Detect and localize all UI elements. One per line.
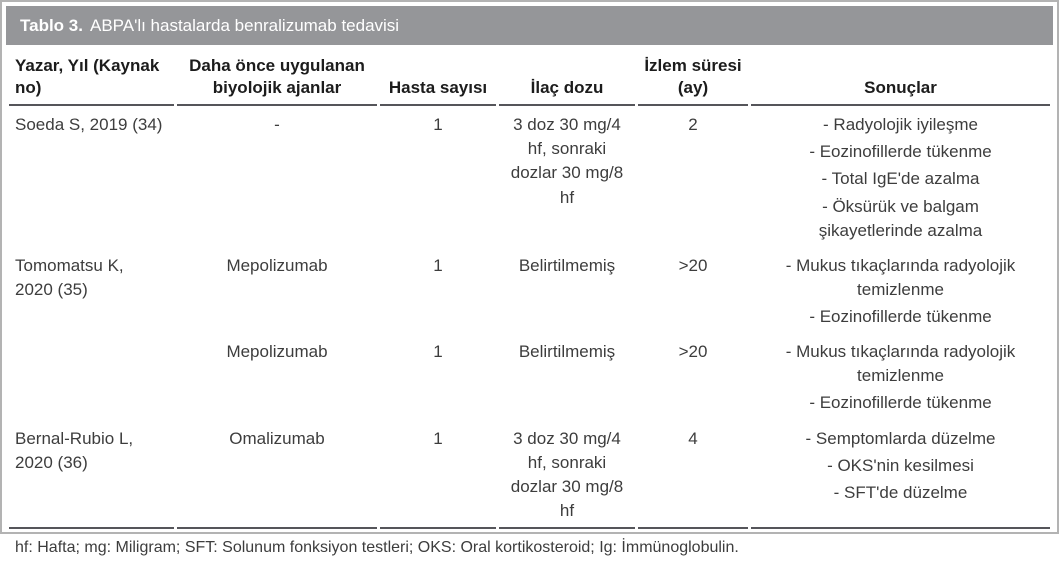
col-header-results: Sonuçlar [751,47,1050,107]
author-cell [9,333,174,419]
col-header-follow-up: İzlem süresi (ay) [638,47,748,107]
result-item: - Eozinofillerde tükenme [809,393,992,413]
result-item: - Semptomlarda düzelme [805,428,996,448]
dose-cell: Belirtilmemiş [518,255,616,275]
follow-up-cell: >20 [678,255,708,275]
patient-count-cell: 1 [433,255,443,275]
patient-count-cell: 1 [433,342,443,362]
table-row: Tomomatsu K, 2020 (35) Mepolizumab 1 Bel… [9,247,1050,333]
table-row: Soeda S, 2019 (34) - 1 3 doz 30 mg/4 hf,… [9,106,1050,247]
results-cell: - Mukus tıkaçlarında radyolojik temizlen… [751,247,1050,333]
header-row: Yazar, Yıl (Kaynak no) Daha önce uygulan… [9,47,1050,107]
author-cell: Soeda S, 2019 (34) [15,115,163,135]
follow-up-cell: 4 [638,420,748,530]
result-item: - Öksürük ve balgam şikayetlerinde azalm… [818,196,983,240]
table-row: Mepolizumab 1 Belirtilmemiş >20 - Mukus … [9,333,1050,419]
col-header-dose: İlaç dozu [499,47,635,107]
col-header-author: Yazar, Yıl (Kaynak no) [9,47,174,107]
result-item: - Total IgE'de azalma [821,169,980,189]
result-item: - OKS'nin kesilmesi [827,455,974,475]
footnote: hf: Hafta; mg: Miligram; SFT: Solunum fo… [15,539,739,557]
patient-count-cell: 1 [433,115,443,135]
table-title-bar: Tablo 3. ABPA'lı hastalarda benralizumab… [6,6,1053,45]
results-cell: - Semptomlarda düzelme - OKS'nin kesilmes… [751,420,1050,530]
results-cell: - Radyolojik iyileşme - Eozinofillerde tü… [751,106,1050,247]
dose-cell: Belirtilmemiş [518,342,616,362]
follow-up-cell: 2 [688,115,698,135]
col-header-prior-biologics: Daha önce uygulanan biyolojik ajanlar [177,47,377,107]
results-cell: - Mukus tıkaçlarında radyolojik temizlen… [751,333,1050,419]
table-number: Tablo 3. [20,15,83,35]
author-cell: Bernal-Rubio L, 2020 (36) [9,420,174,530]
data-table: Yazar, Yıl (Kaynak no) Daha önce uygulan… [6,47,1053,565]
author-cell: Tomomatsu K, 2020 (35) [15,255,124,299]
col-header-patient-count: Hasta sayısı [380,47,496,107]
result-item: - Mukus tıkaçlarında radyolojik temizlen… [785,342,1016,386]
dose-cell: 3 doz 30 mg/4 hf, sonraki dozlar 30 mg/8… [510,115,624,207]
dose-cell: 3 doz 30 mg/4 hf, sonraki dozlar 30 mg/8… [499,420,635,530]
prior-biologics-cell: - [274,115,280,135]
prior-biologics-cell: Mepolizumab [226,342,328,362]
prior-biologics-cell: Omalizumab [177,420,377,530]
result-item: - Eozinofillerde tükenme [809,142,992,162]
prior-biologics-cell: Mepolizumab [226,255,328,275]
result-item: - Radyolojik iyileşme [823,115,978,135]
result-item: - Eozinofillerde tükenme [809,307,992,327]
result-item: - Mukus tıkaçlarında radyolojik temizlen… [785,255,1016,299]
footnote-row: hf: Hafta; mg: Miligram; SFT: Solunum fo… [9,529,1050,565]
patient-count-cell: 1 [380,420,496,530]
result-item: - SFT'de düzelme [833,482,968,502]
table-row: Bernal-Rubio L, 2020 (36) Omalizumab 1 3… [9,420,1050,530]
follow-up-cell: >20 [678,342,708,362]
table-title: ABPA'lı hastalarda benralizumab tedavisi [89,15,400,35]
